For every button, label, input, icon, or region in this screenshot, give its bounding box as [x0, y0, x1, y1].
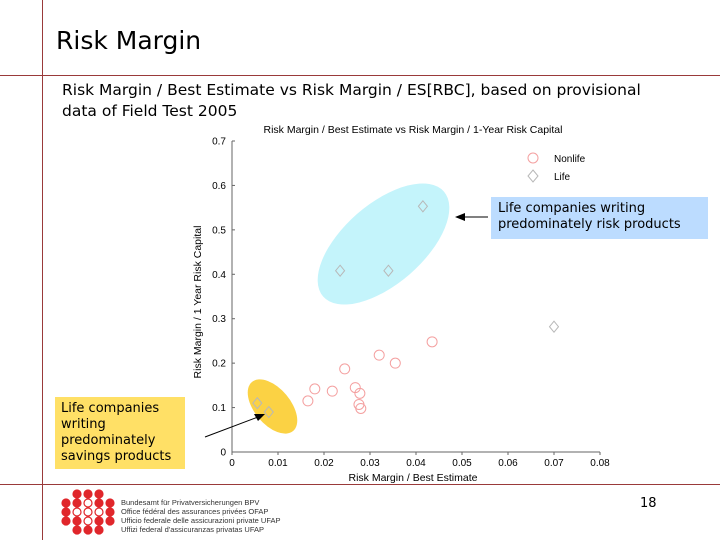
- y-tick-label: 0.4: [212, 270, 226, 281]
- slide-title: Risk Margin: [56, 26, 202, 55]
- organisation-names: Bundesamt für Privatversicherungen BPV O…: [121, 498, 281, 534]
- axis-ticks: 0 0.01 0.02 0.03 0.04 0.05 0.06 0.07 0.08 0 0.1 0.2…: [212, 137, 610, 470]
- logo-dot: [94, 525, 104, 535]
- logo-dot: [105, 516, 115, 526]
- life-point: [334, 264, 346, 278]
- logo-dot: [83, 498, 93, 508]
- y-tick-label: 0.6: [212, 181, 226, 192]
- logo-dot: [94, 489, 104, 499]
- org-line-fr: Office fédéral des assurances privées OF…: [121, 507, 269, 516]
- legend-life-label: Life: [554, 172, 571, 183]
- x-tick-label: 0.01: [268, 458, 288, 469]
- nonlife-point: [354, 387, 366, 399]
- risk-callout-arrow: [455, 213, 488, 221]
- y-tick-label: 0.2: [212, 359, 226, 370]
- legend-nonlife-marker: [527, 152, 539, 164]
- logo-dot: [94, 498, 104, 508]
- slide-subtitle: Risk Margin / Best Estimate vs Risk Marg…: [62, 81, 641, 120]
- y-tick-label: 0.5: [212, 225, 226, 236]
- x-tick-label: 0.05: [452, 458, 472, 469]
- callout-risk-products: Life companies writing predominately ris…: [491, 197, 708, 239]
- logo-dot: [83, 489, 93, 499]
- nonlife-point: [326, 385, 338, 397]
- life-point: [383, 264, 394, 278]
- logo-dot: [83, 525, 93, 535]
- logo-dot: [72, 516, 82, 526]
- nonlife-point: [339, 363, 351, 375]
- bpv-logo: [61, 489, 115, 535]
- logo-dot: [94, 516, 104, 526]
- org-line-it: Ufficio federale delle assicurazioni pri…: [121, 516, 281, 525]
- savings-cluster-ellipse: [247, 379, 298, 434]
- x-tick-label: 0.04: [406, 458, 426, 469]
- x-tick-label: 0.07: [544, 458, 564, 469]
- logo-dot: [105, 498, 115, 508]
- logo-dot: [72, 507, 82, 517]
- logo-dot: [83, 516, 93, 526]
- logo-dot: [72, 498, 82, 508]
- nonlife-point: [426, 336, 438, 348]
- legend-life-marker: [527, 169, 539, 183]
- page-number: 18: [640, 496, 657, 511]
- x-tick-label: 0: [229, 458, 235, 469]
- logo-dot: [72, 489, 82, 499]
- life-point: [548, 320, 560, 334]
- y-axis-label: Risk Margin / 1 Year Risk Capital: [192, 226, 204, 379]
- org-line-de: Bundesamt für Privatversicherungen BPV: [121, 498, 260, 507]
- left-border-line: [42, 0, 43, 540]
- logo-dot: [61, 507, 71, 517]
- logo-dot: [105, 507, 115, 517]
- x-tick-label: 0.06: [498, 458, 518, 469]
- x-tick-label: 0.02: [314, 458, 334, 469]
- risk-cluster-ellipse: [317, 183, 450, 305]
- legend-nonlife-label: Nonlife: [554, 154, 586, 165]
- y-tick-label: 0.3: [212, 314, 226, 325]
- savings-callout-arrow: [204, 414, 265, 438]
- x-tick-label: 0.08: [590, 458, 610, 469]
- logo-dot: [83, 507, 93, 517]
- life-point: [252, 396, 263, 410]
- nonlife-point: [302, 395, 314, 407]
- y-tick-label: 0.1: [212, 403, 226, 414]
- logo-dot: [94, 507, 104, 517]
- life-point: [417, 200, 429, 213]
- life-point: [263, 405, 274, 419]
- logo-dot: [61, 498, 71, 508]
- logo-dot: [61, 516, 71, 526]
- callout-savings-products: Life companies writing predominately sav…: [55, 397, 185, 469]
- nonlife-point: [355, 402, 367, 414]
- nonlife-point: [309, 383, 321, 395]
- footer-divider: [0, 484, 720, 485]
- org-line-rm: Uffizi federal d'assicuranzas privatas U…: [121, 525, 265, 534]
- chart-title: Risk Margin / Best Estimate vs Risk Marg…: [264, 124, 563, 136]
- logo-dot: [72, 525, 82, 535]
- y-tick-label: 0.7: [212, 137, 226, 148]
- x-tick-label: 0.03: [360, 458, 380, 469]
- y-tick-label: 0: [220, 448, 226, 459]
- title-divider: [0, 75, 720, 76]
- data-points: [252, 200, 560, 419]
- nonlife-point: [373, 349, 385, 361]
- chart-legend: Nonlife Life: [527, 152, 586, 183]
- nonlife-point: [389, 357, 401, 369]
- x-axis-label: Risk Margin / Best Estimate: [349, 472, 478, 484]
